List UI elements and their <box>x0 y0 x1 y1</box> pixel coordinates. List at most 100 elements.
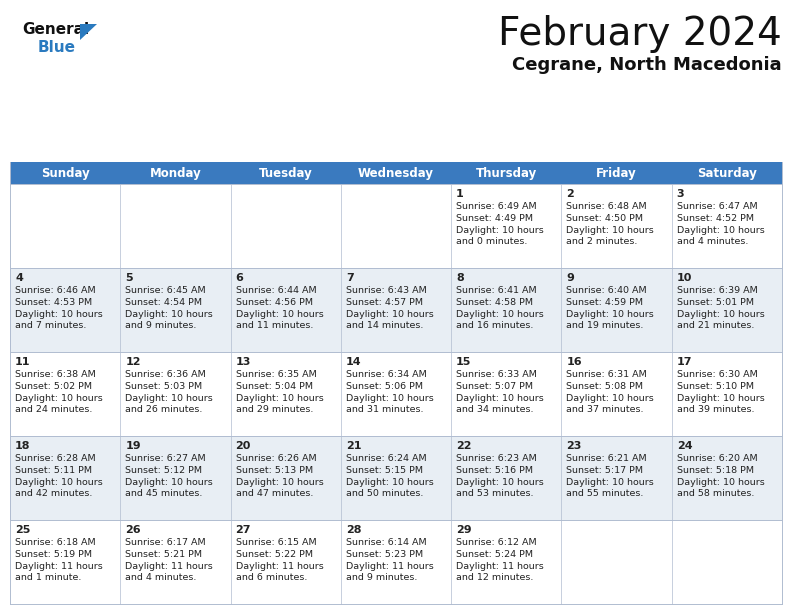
Text: and 26 minutes.: and 26 minutes. <box>125 405 203 414</box>
Text: Sunset: 5:24 PM: Sunset: 5:24 PM <box>456 550 533 559</box>
Text: 9: 9 <box>566 273 574 283</box>
Text: Sunset: 4:57 PM: Sunset: 4:57 PM <box>346 298 423 307</box>
Text: Sunset: 4:56 PM: Sunset: 4:56 PM <box>235 298 313 307</box>
Text: and 19 minutes.: and 19 minutes. <box>566 321 644 330</box>
Text: Daylight: 11 hours: Daylight: 11 hours <box>15 562 103 571</box>
Text: Sunset: 5:08 PM: Sunset: 5:08 PM <box>566 382 643 391</box>
Text: Sunset: 5:19 PM: Sunset: 5:19 PM <box>15 550 92 559</box>
Text: Sunset: 5:22 PM: Sunset: 5:22 PM <box>235 550 313 559</box>
Text: Daylight: 10 hours: Daylight: 10 hours <box>125 394 213 403</box>
Text: 26: 26 <box>125 525 141 535</box>
Text: Daylight: 10 hours: Daylight: 10 hours <box>456 226 544 235</box>
Text: Daylight: 10 hours: Daylight: 10 hours <box>456 394 544 403</box>
Text: 27: 27 <box>235 525 251 535</box>
Text: February 2024: February 2024 <box>498 15 782 53</box>
Text: Daylight: 10 hours: Daylight: 10 hours <box>456 310 544 319</box>
Bar <box>10 352 782 436</box>
Text: Sunrise: 6:24 AM: Sunrise: 6:24 AM <box>346 454 426 463</box>
Text: Sunset: 5:10 PM: Sunset: 5:10 PM <box>676 382 754 391</box>
Text: 3: 3 <box>676 189 684 199</box>
Text: Daylight: 10 hours: Daylight: 10 hours <box>15 394 103 403</box>
Text: Sunrise: 6:45 AM: Sunrise: 6:45 AM <box>125 286 206 295</box>
Text: Sunset: 4:54 PM: Sunset: 4:54 PM <box>125 298 202 307</box>
Text: and 7 minutes.: and 7 minutes. <box>15 321 86 330</box>
Text: Sunset: 5:11 PM: Sunset: 5:11 PM <box>15 466 92 475</box>
Text: Sunrise: 6:33 AM: Sunrise: 6:33 AM <box>456 370 537 379</box>
Text: 17: 17 <box>676 357 692 367</box>
Text: Cegrane, North Macedonia: Cegrane, North Macedonia <box>512 56 782 74</box>
Text: and 1 minute.: and 1 minute. <box>15 573 82 582</box>
Text: Sunrise: 6:34 AM: Sunrise: 6:34 AM <box>346 370 427 379</box>
Bar <box>10 184 782 268</box>
Text: and 50 minutes.: and 50 minutes. <box>346 489 423 498</box>
Text: Sunrise: 6:40 AM: Sunrise: 6:40 AM <box>566 286 647 295</box>
Text: Sunrise: 6:30 AM: Sunrise: 6:30 AM <box>676 370 757 379</box>
Text: Sunrise: 6:27 AM: Sunrise: 6:27 AM <box>125 454 206 463</box>
Text: Daylight: 10 hours: Daylight: 10 hours <box>235 478 323 487</box>
Text: 19: 19 <box>125 441 141 451</box>
Text: Sunset: 5:06 PM: Sunset: 5:06 PM <box>346 382 423 391</box>
Text: Sunrise: 6:15 AM: Sunrise: 6:15 AM <box>235 538 316 547</box>
Text: Daylight: 10 hours: Daylight: 10 hours <box>15 478 103 487</box>
Text: Daylight: 10 hours: Daylight: 10 hours <box>346 310 433 319</box>
Text: 4: 4 <box>15 273 23 283</box>
Text: Sunrise: 6:47 AM: Sunrise: 6:47 AM <box>676 202 757 211</box>
Text: Sunrise: 6:18 AM: Sunrise: 6:18 AM <box>15 538 96 547</box>
Text: Daylight: 10 hours: Daylight: 10 hours <box>456 478 544 487</box>
Text: Sunset: 4:49 PM: Sunset: 4:49 PM <box>456 214 533 223</box>
Text: Sunrise: 6:46 AM: Sunrise: 6:46 AM <box>15 286 96 295</box>
Text: and 53 minutes.: and 53 minutes. <box>456 489 534 498</box>
Text: Friday: Friday <box>596 166 637 179</box>
Text: and 31 minutes.: and 31 minutes. <box>346 405 424 414</box>
Text: 18: 18 <box>15 441 31 451</box>
Text: Sunset: 5:13 PM: Sunset: 5:13 PM <box>235 466 313 475</box>
Text: 23: 23 <box>566 441 582 451</box>
Text: and 45 minutes.: and 45 minutes. <box>125 489 203 498</box>
Text: Daylight: 10 hours: Daylight: 10 hours <box>566 478 654 487</box>
Text: 25: 25 <box>15 525 30 535</box>
Text: Sunset: 5:18 PM: Sunset: 5:18 PM <box>676 466 754 475</box>
Text: Thursday: Thursday <box>476 166 537 179</box>
Text: and 47 minutes.: and 47 minutes. <box>235 489 313 498</box>
Text: 11: 11 <box>15 357 31 367</box>
Text: Sunrise: 6:21 AM: Sunrise: 6:21 AM <box>566 454 647 463</box>
Text: 7: 7 <box>346 273 353 283</box>
Text: Daylight: 10 hours: Daylight: 10 hours <box>676 478 764 487</box>
Text: 10: 10 <box>676 273 692 283</box>
Text: Sunrise: 6:17 AM: Sunrise: 6:17 AM <box>125 538 206 547</box>
Text: 2: 2 <box>566 189 574 199</box>
Text: Daylight: 10 hours: Daylight: 10 hours <box>346 394 433 403</box>
Text: Sunrise: 6:12 AM: Sunrise: 6:12 AM <box>456 538 537 547</box>
Text: and 24 minutes.: and 24 minutes. <box>15 405 93 414</box>
Bar <box>10 162 782 184</box>
Text: 1: 1 <box>456 189 464 199</box>
Text: and 2 minutes.: and 2 minutes. <box>566 237 638 246</box>
Text: and 6 minutes.: and 6 minutes. <box>235 573 307 582</box>
Text: Sunrise: 6:49 AM: Sunrise: 6:49 AM <box>456 202 537 211</box>
Text: Daylight: 10 hours: Daylight: 10 hours <box>566 394 654 403</box>
Text: and 55 minutes.: and 55 minutes. <box>566 489 644 498</box>
Text: and 29 minutes.: and 29 minutes. <box>235 405 313 414</box>
Text: Sunset: 4:53 PM: Sunset: 4:53 PM <box>15 298 92 307</box>
Text: 28: 28 <box>346 525 361 535</box>
Text: Daylight: 10 hours: Daylight: 10 hours <box>125 478 213 487</box>
Text: Daylight: 10 hours: Daylight: 10 hours <box>676 226 764 235</box>
Text: 21: 21 <box>346 441 361 451</box>
Text: Sunrise: 6:23 AM: Sunrise: 6:23 AM <box>456 454 537 463</box>
Text: 15: 15 <box>456 357 471 367</box>
Text: Sunset: 4:52 PM: Sunset: 4:52 PM <box>676 214 754 223</box>
Text: Daylight: 10 hours: Daylight: 10 hours <box>235 310 323 319</box>
Text: Sunset: 5:02 PM: Sunset: 5:02 PM <box>15 382 92 391</box>
Text: and 12 minutes.: and 12 minutes. <box>456 573 534 582</box>
Text: Daylight: 10 hours: Daylight: 10 hours <box>125 310 213 319</box>
Text: and 14 minutes.: and 14 minutes. <box>346 321 423 330</box>
Text: Sunrise: 6:35 AM: Sunrise: 6:35 AM <box>235 370 316 379</box>
Text: and 34 minutes.: and 34 minutes. <box>456 405 534 414</box>
Text: Sunset: 5:21 PM: Sunset: 5:21 PM <box>125 550 202 559</box>
Text: Sunrise: 6:44 AM: Sunrise: 6:44 AM <box>235 286 316 295</box>
Text: Daylight: 10 hours: Daylight: 10 hours <box>676 394 764 403</box>
Text: Monday: Monday <box>150 166 201 179</box>
Text: Sunday: Sunday <box>40 166 89 179</box>
Text: 12: 12 <box>125 357 141 367</box>
Text: Daylight: 11 hours: Daylight: 11 hours <box>235 562 323 571</box>
